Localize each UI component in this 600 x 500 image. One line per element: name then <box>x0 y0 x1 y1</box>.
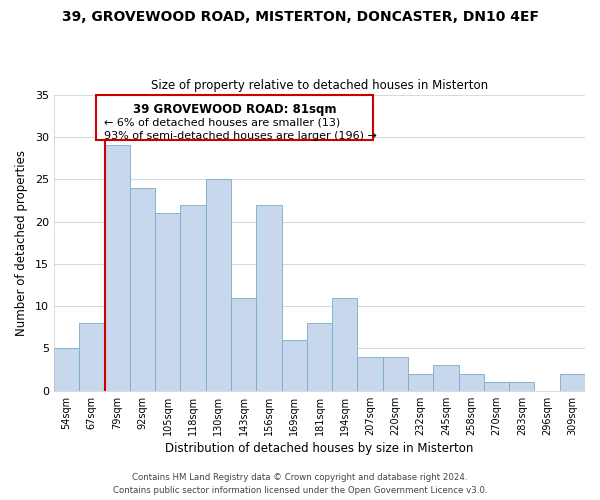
FancyBboxPatch shape <box>97 94 373 140</box>
Bar <box>458 374 484 391</box>
Bar <box>256 204 281 391</box>
Text: ← 6% of detached houses are smaller (13): ← 6% of detached houses are smaller (13) <box>104 118 341 128</box>
Bar <box>307 323 332 391</box>
Text: 93% of semi-detached houses are larger (196) →: 93% of semi-detached houses are larger (… <box>104 132 377 141</box>
Bar <box>130 188 155 391</box>
Bar <box>358 357 383 391</box>
Bar <box>181 204 206 391</box>
Bar <box>408 374 433 391</box>
X-axis label: Distribution of detached houses by size in Misterton: Distribution of detached houses by size … <box>165 442 473 455</box>
Bar <box>79 323 104 391</box>
Bar <box>231 298 256 391</box>
Bar <box>155 213 181 391</box>
Text: 39 GROVEWOOD ROAD: 81sqm: 39 GROVEWOOD ROAD: 81sqm <box>133 103 336 116</box>
Bar <box>104 146 130 391</box>
Bar <box>484 382 509 391</box>
Text: Contains HM Land Registry data © Crown copyright and database right 2024.
Contai: Contains HM Land Registry data © Crown c… <box>113 474 487 495</box>
Bar <box>509 382 535 391</box>
Y-axis label: Number of detached properties: Number of detached properties <box>15 150 28 336</box>
Bar <box>206 179 231 391</box>
Title: Size of property relative to detached houses in Misterton: Size of property relative to detached ho… <box>151 79 488 92</box>
Bar <box>281 340 307 391</box>
Bar <box>560 374 585 391</box>
Bar <box>54 348 79 391</box>
Text: 39, GROVEWOOD ROAD, MISTERTON, DONCASTER, DN10 4EF: 39, GROVEWOOD ROAD, MISTERTON, DONCASTER… <box>62 10 539 24</box>
Bar <box>383 357 408 391</box>
Bar <box>433 366 458 391</box>
Bar <box>332 298 358 391</box>
